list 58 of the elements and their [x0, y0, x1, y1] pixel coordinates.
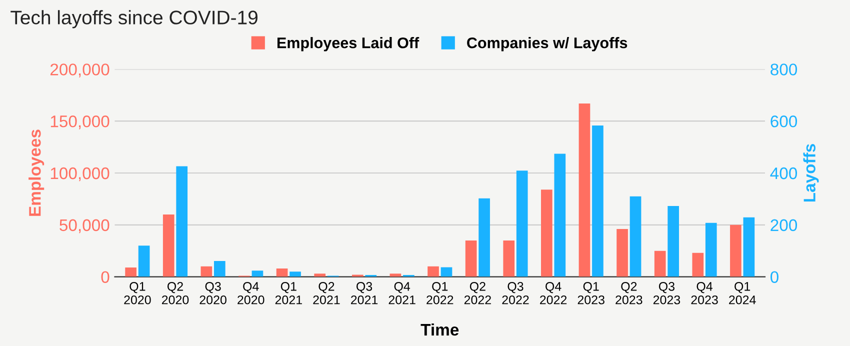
bar [176, 166, 188, 277]
bar [668, 206, 679, 277]
x-tick-label: Q4 2021 [388, 282, 416, 304]
y-axis-title: Employees [28, 130, 44, 216]
bar [125, 267, 136, 277]
bar [730, 224, 742, 277]
x-tick-label: Q1 2023 [578, 282, 604, 304]
y-tick-label: 200,000 [50, 64, 110, 78]
bar [138, 246, 150, 277]
x-tick-label: Q3 2020 [200, 282, 226, 304]
x-tick-label: Q1 2024 [729, 282, 756, 304]
bar [705, 222, 717, 277]
x-tick-label: Q2 2020 [162, 282, 189, 304]
bar [290, 272, 301, 277]
bar [554, 154, 566, 277]
bar [516, 170, 528, 277]
y-tick-label: 0 [101, 271, 110, 284]
y2-tick-label: 600 [770, 116, 798, 128]
x-tick-label: Q4 2020 [238, 282, 264, 304]
x-tick-label: Q2 2021 [313, 282, 340, 304]
bar [743, 217, 755, 277]
y-tick-label: 100,000 [50, 167, 110, 182]
y2-tick-label: 800 [770, 64, 798, 76]
x-tick-label: Q3 2022 [502, 282, 529, 304]
bar [541, 190, 552, 277]
bar [478, 198, 490, 277]
bar [592, 126, 604, 277]
y2-axis-title: Layoffs [803, 144, 819, 202]
bar [578, 103, 590, 277]
y2-tick-label: 200 [770, 219, 798, 232]
bar [162, 214, 174, 277]
x-tick-label: Q1 2021 [275, 282, 302, 304]
bar [630, 196, 642, 277]
bar [390, 274, 402, 277]
x-tick-label: Q2 2022 [464, 282, 491, 304]
bar [616, 229, 628, 277]
x-tick-label: Q2 2023 [616, 282, 642, 304]
x-tick-label: Q4 2023 [691, 282, 718, 304]
x-tick-label: Q4 2022 [540, 282, 567, 304]
y2-tick-label: 400 [770, 167, 798, 180]
y-tick-label: 50,000 [60, 219, 110, 234]
x-tick-label: Q1 2022 [426, 282, 454, 304]
bar [654, 250, 666, 277]
x-tick-label: Q3 2021 [350, 282, 378, 304]
bar [276, 268, 288, 277]
bar [252, 270, 264, 277]
y-tick-label: 150,000 [50, 116, 110, 130]
bar [314, 274, 326, 277]
x-tick-label: Q3 2023 [653, 282, 680, 304]
bar [440, 267, 452, 277]
x-axis-title: Time [420, 323, 459, 336]
x-tick-label: Q1 2020 [124, 282, 151, 304]
y2-tick-label: 0 [770, 271, 778, 284]
legend-label: Employees Laid Off [277, 37, 420, 52]
bar [428, 266, 439, 277]
legend-label: Companies w/ Layoffs [467, 37, 628, 52]
bar [465, 240, 477, 277]
chart-title: Tech layoffs since COVID-19 [10, 10, 258, 28]
